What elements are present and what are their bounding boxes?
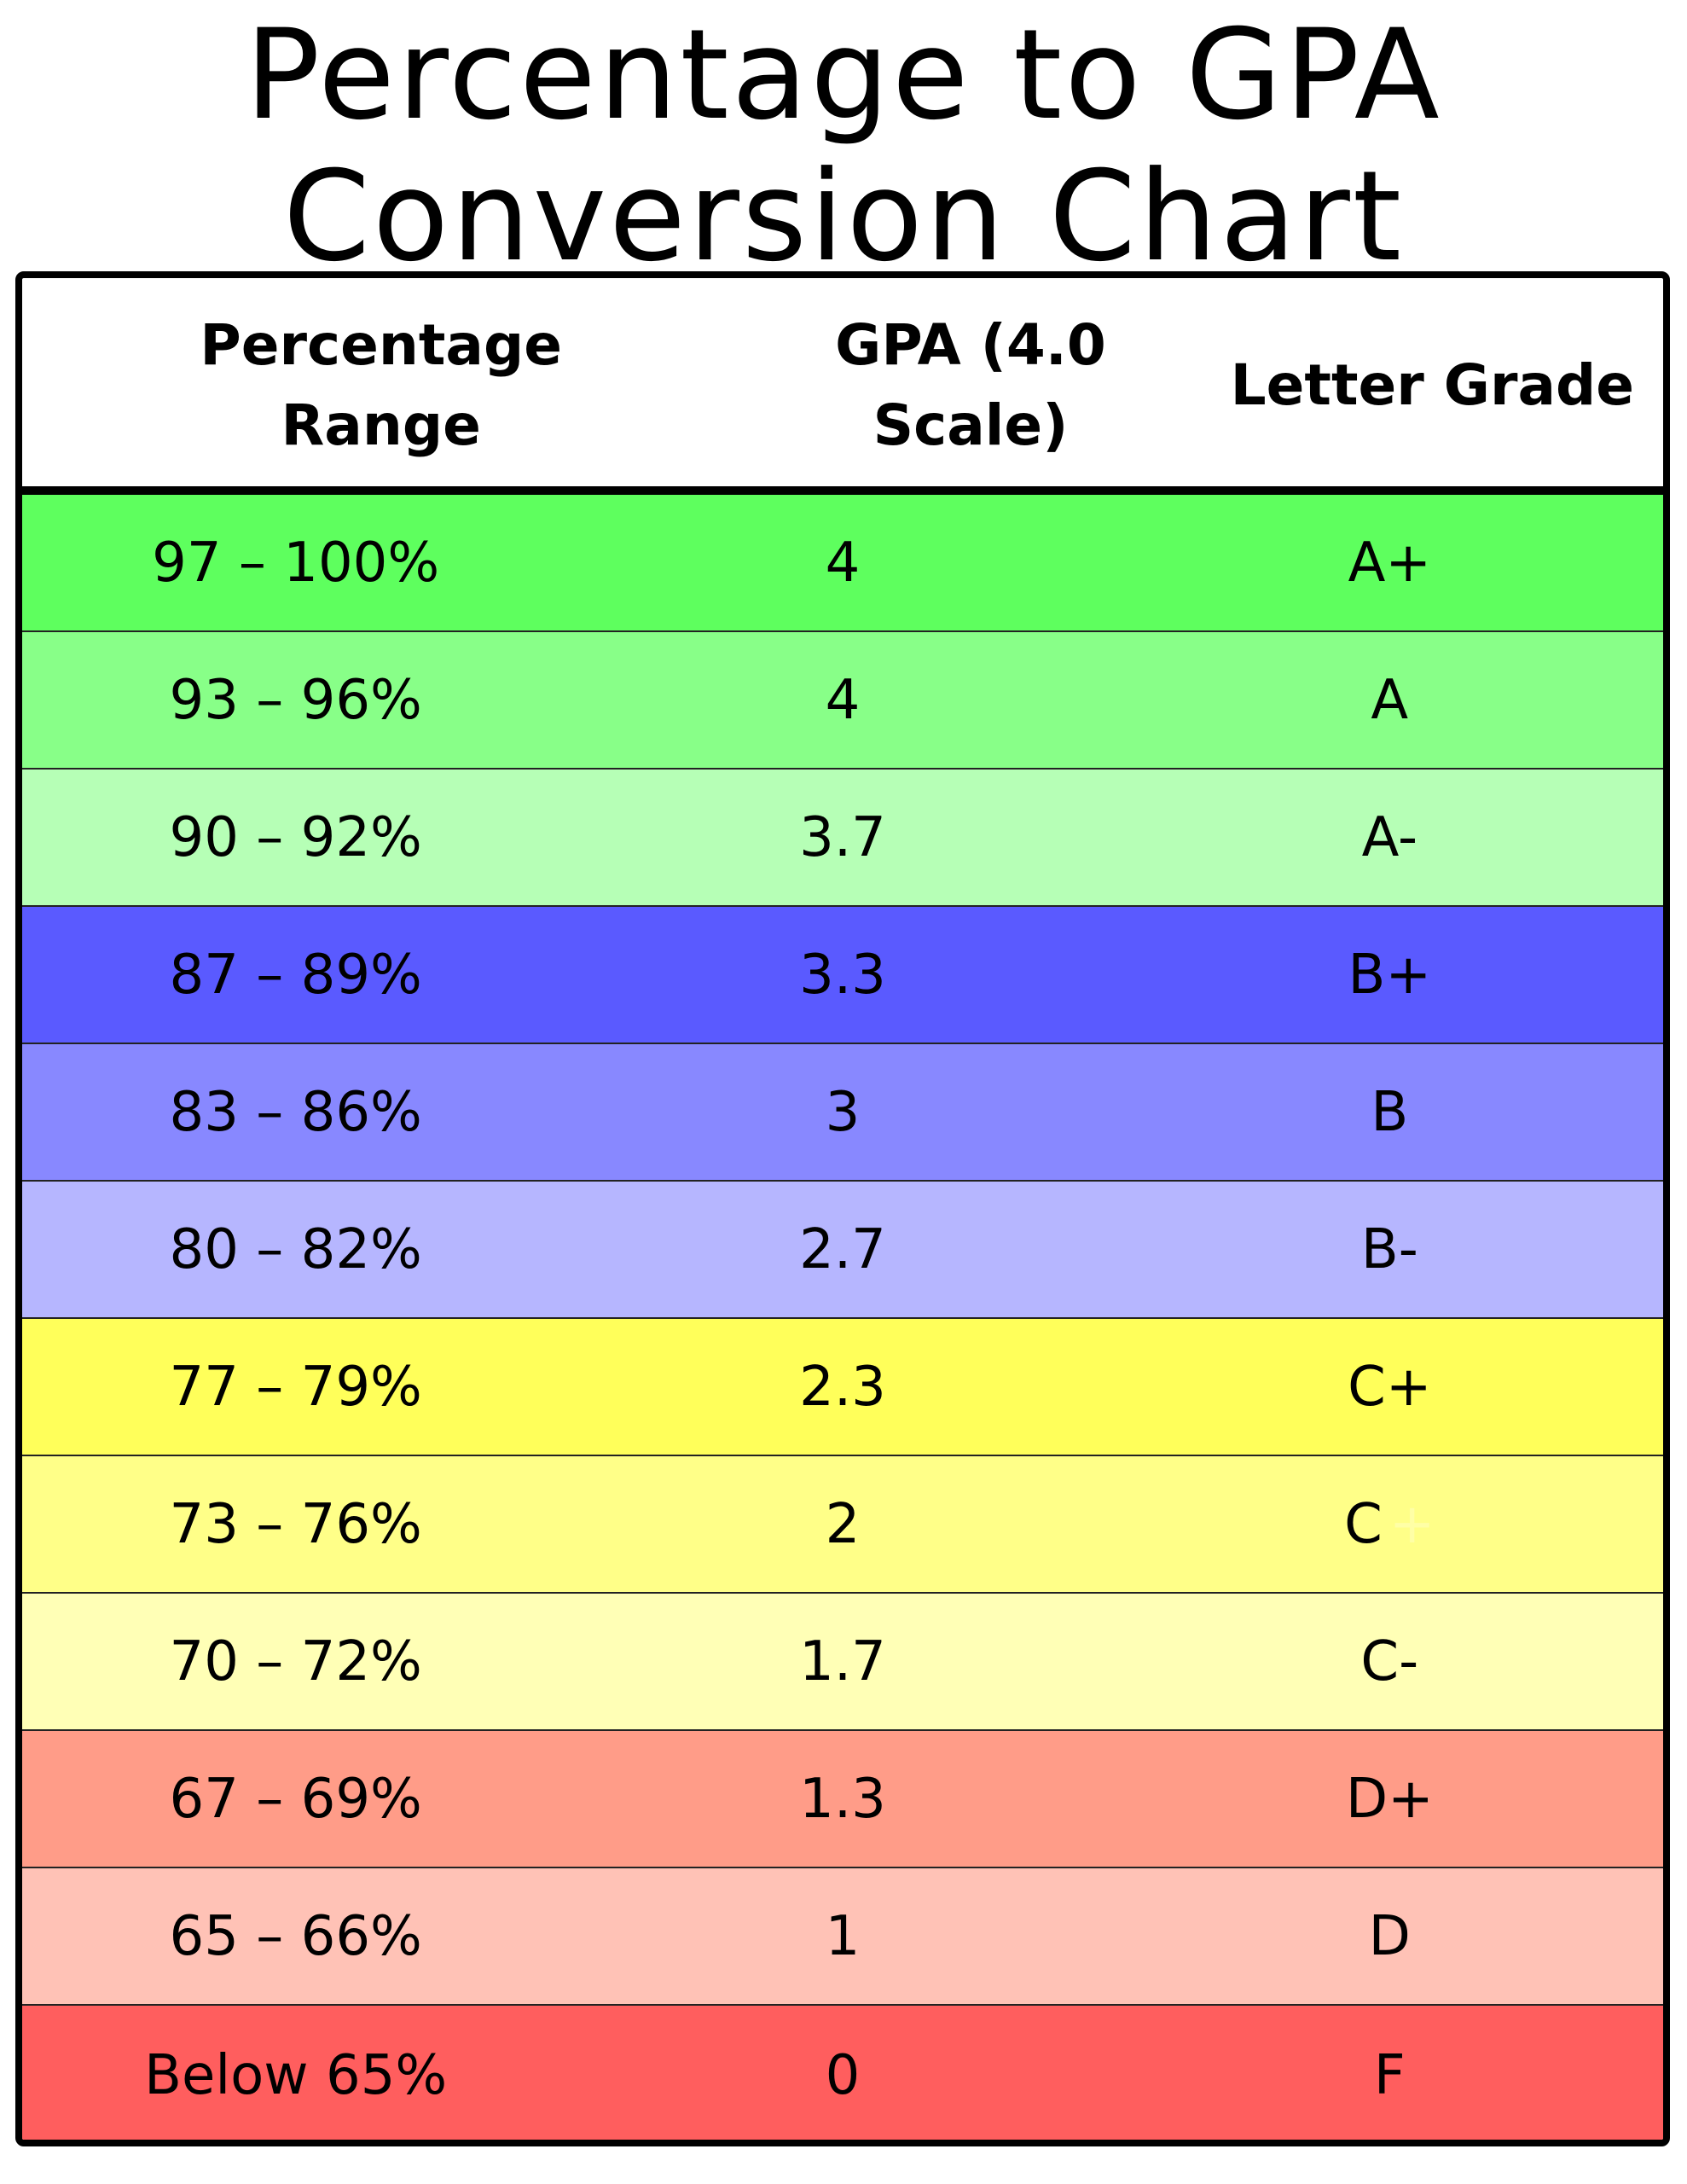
letter-text: D+ — [1345, 1767, 1434, 1831]
cell-gpa: 2 — [569, 1456, 1116, 1592]
table-row: 90 – 92% 3.7 A- — [22, 770, 1663, 907]
letter-text: A- — [1361, 805, 1418, 869]
range-text: 77 – 79% — [169, 1355, 422, 1419]
table-row: 87 – 89% 3.3 B+ — [22, 907, 1663, 1044]
gpa-text: 0 — [825, 2043, 861, 2107]
range-text: 70 – 72% — [169, 1629, 422, 1693]
gpa-text: 4 — [825, 531, 861, 595]
range-text: 65 – 66% — [169, 1904, 422, 1968]
table-row: 97 – 100% 4 A+ — [22, 495, 1663, 632]
letter-text: F — [1373, 2043, 1406, 2107]
cell-letter: D+ — [1116, 1731, 1663, 1867]
gpa-text: 1.7 — [799, 1629, 886, 1693]
range-text: 83 – 86% — [169, 1080, 422, 1144]
range-text: 93 – 96% — [169, 668, 422, 732]
cell-gpa: 3 — [569, 1044, 1116, 1180]
letter-text: B+ — [1348, 943, 1432, 1007]
table-header: Percentage Range GPA (4.0 Scale) Letter … — [22, 278, 1663, 495]
cell-range: 65 – 66% — [22, 1868, 569, 2004]
gpa-text: 2.7 — [799, 1217, 886, 1281]
table-row: Below 65% 0 F — [22, 2006, 1663, 2140]
cell-letter: C+ — [1116, 1319, 1663, 1455]
cell-letter: B — [1116, 1044, 1663, 1180]
letter-text: A+ — [1348, 531, 1432, 595]
letter-text: B — [1371, 1080, 1409, 1144]
range-text: 80 – 82% — [169, 1217, 422, 1281]
letter-text: B- — [1360, 1217, 1418, 1281]
gpa-text: 3 — [825, 1080, 861, 1144]
cell-range: 70 – 72% — [22, 1594, 569, 1729]
gpa-text: 2.3 — [799, 1355, 886, 1419]
table-row: 73 – 76% 2 C + — [22, 1456, 1663, 1594]
table-body: 97 – 100% 4 A+ 93 – 96% 4 A 90 – 92% 3.7 A- 87 – … — [22, 495, 1663, 2140]
cell-letter: C+ — [1116, 1456, 1663, 1592]
gpa-text: 2 — [825, 1492, 861, 1556]
gpa-text: 3.7 — [799, 805, 886, 869]
cell-range: 87 – 89% — [22, 907, 569, 1043]
cell-gpa: 3.3 — [569, 907, 1116, 1043]
faded-plus-sign: + — [1388, 1492, 1435, 1556]
gpa-text: 1.3 — [799, 1767, 886, 1831]
conversion-table: Percentage Range GPA (4.0 Scale) Letter … — [15, 271, 1670, 2146]
gpa-text: 1 — [825, 1904, 861, 1968]
letter-text: C — [1344, 1492, 1383, 1556]
cell-letter: B+ — [1116, 907, 1663, 1043]
letter-text: C- — [1360, 1629, 1419, 1693]
header-gpa: GPA (4.0 Scale) — [835, 312, 1106, 458]
letter-text: D — [1368, 1904, 1411, 1968]
range-text: 87 – 89% — [169, 943, 422, 1007]
cell-range: 90 – 92% — [22, 770, 569, 905]
range-text: Below 65% — [144, 2043, 448, 2107]
cell-gpa: 0 — [569, 2006, 1116, 2140]
cell-gpa: 2.3 — [569, 1319, 1116, 1455]
gpa-text: 4 — [825, 668, 861, 732]
cell-letter: C- — [1116, 1594, 1663, 1729]
cell-range: 80 – 82% — [22, 1182, 569, 1317]
cell-range: 77 – 79% — [22, 1319, 569, 1455]
cell-letter: F — [1116, 2006, 1663, 2140]
header-letter-grade: Letter Grade — [1230, 352, 1635, 418]
cell-letter: B- — [1116, 1182, 1663, 1317]
cell-gpa: 1 — [569, 1868, 1116, 2004]
cell-letter: A+ — [1116, 495, 1663, 630]
title-line-1: Percentage to GPA — [245, 3, 1442, 148]
cell-gpa: 4 — [569, 632, 1116, 768]
cell-range: 73 – 76% — [22, 1456, 569, 1592]
range-text: 67 – 69% — [169, 1767, 422, 1831]
cell-gpa: 4 — [569, 495, 1116, 630]
gpa-text: 3.3 — [799, 943, 886, 1007]
cell-gpa: 2.7 — [569, 1182, 1116, 1317]
cell-letter: A — [1116, 632, 1663, 768]
table-row: 83 – 86% 3 B — [22, 1044, 1663, 1182]
table-row: 70 – 72% 1.7 C- — [22, 1594, 1663, 1731]
cell-range: 83 – 86% — [22, 1044, 569, 1180]
header-percentage-range: Percentage Range — [200, 312, 562, 458]
range-text: 90 – 92% — [169, 805, 422, 869]
table-row: 93 – 96% 4 A — [22, 632, 1663, 770]
cell-gpa: 1.3 — [569, 1731, 1116, 1867]
cell-range: 93 – 96% — [22, 632, 569, 768]
cell-range: 67 – 69% — [22, 1731, 569, 1867]
cell-range: Below 65% — [22, 2006, 569, 2140]
table-row: 77 – 79% 2.3 C+ — [22, 1319, 1663, 1456]
range-text: 73 – 76% — [169, 1492, 422, 1556]
letter-text: C+ — [1348, 1355, 1432, 1419]
cell-letter: D — [1116, 1868, 1663, 2004]
letter-text: A — [1371, 668, 1409, 732]
table-row: 80 – 82% 2.7 B- — [22, 1182, 1663, 1319]
title-line-2: Conversion Chart — [282, 144, 1405, 289]
cell-letter: A- — [1116, 770, 1663, 905]
cell-gpa: 1.7 — [569, 1594, 1116, 1729]
table-row: 65 – 66% 1 D — [22, 1868, 1663, 2006]
cell-range: 97 – 100% — [22, 495, 569, 630]
page-title: Percentage to GPA Conversion Chart — [0, 4, 1687, 288]
table-row: 67 – 69% 1.3 D+ — [22, 1731, 1663, 1868]
cell-gpa: 3.7 — [569, 770, 1116, 905]
range-text: 97 – 100% — [152, 531, 440, 595]
